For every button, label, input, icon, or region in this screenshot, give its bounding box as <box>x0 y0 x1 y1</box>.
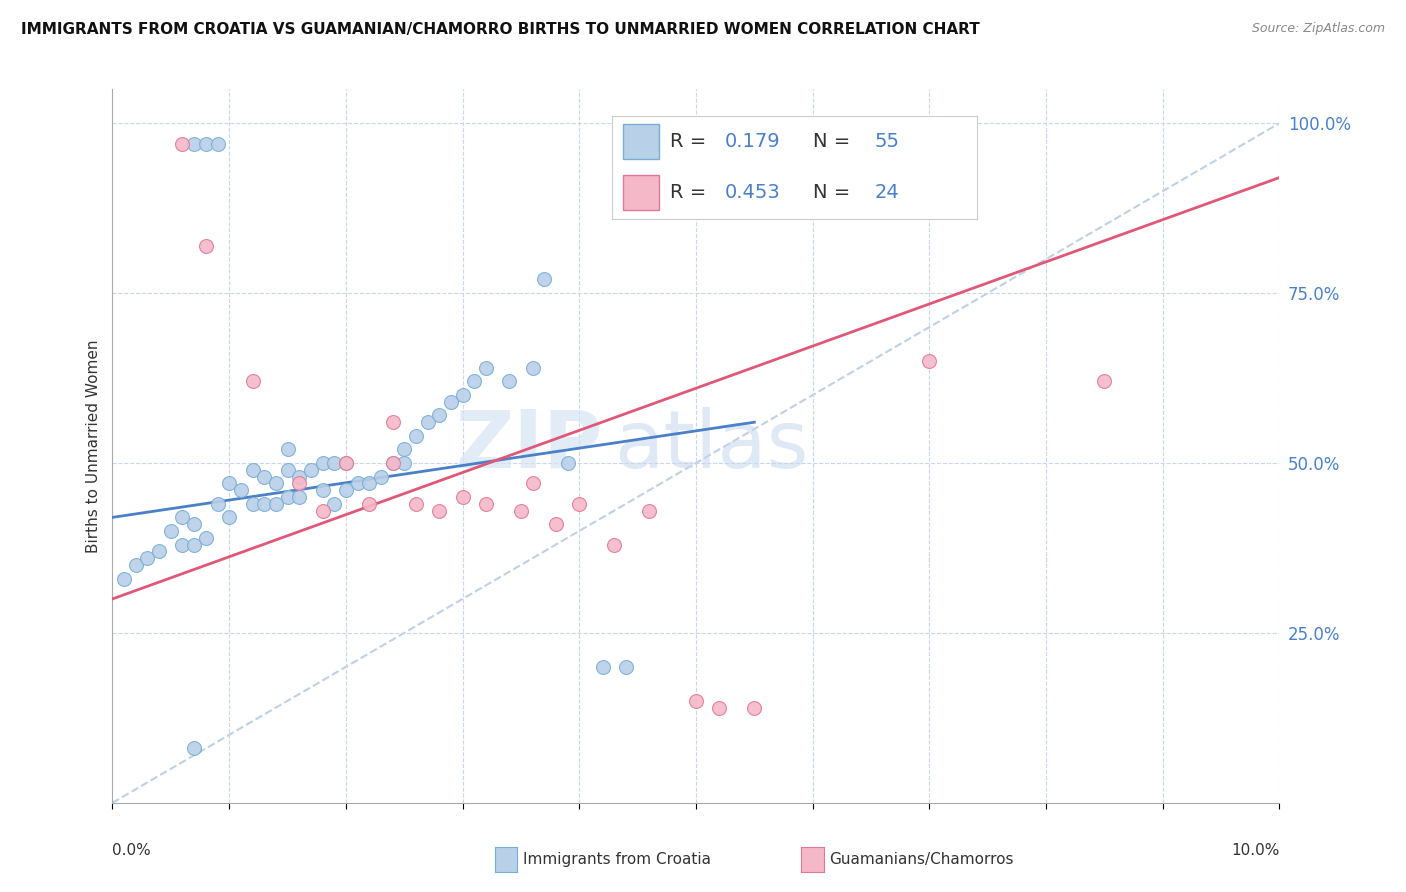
Point <box>172 510 194 524</box>
Point <box>427 503 450 517</box>
Point <box>335 456 357 470</box>
Text: 0.0%: 0.0% <box>112 843 152 858</box>
Point <box>498 375 520 389</box>
Point <box>112 572 135 586</box>
Point <box>207 497 229 511</box>
Y-axis label: Births to Unmarried Women: Births to Unmarried Women <box>86 339 101 553</box>
Text: Immigrants from Croatia: Immigrants from Croatia <box>523 853 711 867</box>
Point <box>253 497 276 511</box>
Point <box>183 517 205 532</box>
Point <box>288 476 311 491</box>
Point <box>218 510 240 524</box>
Text: atlas: atlas <box>614 407 808 485</box>
FancyBboxPatch shape <box>623 176 659 211</box>
Text: R =: R = <box>671 184 713 202</box>
Point <box>311 503 333 517</box>
Point <box>229 483 252 498</box>
Point <box>440 394 463 409</box>
Point <box>264 497 287 511</box>
Point <box>311 483 333 498</box>
Point <box>194 136 217 151</box>
Point <box>276 442 298 457</box>
Point <box>638 503 661 517</box>
Point <box>709 700 731 714</box>
Point <box>242 463 264 477</box>
Point <box>311 456 333 470</box>
Point <box>276 463 298 477</box>
Point <box>509 503 531 517</box>
Point <box>568 497 591 511</box>
Point <box>614 660 637 674</box>
Point <box>183 136 205 151</box>
Point <box>242 375 264 389</box>
Point <box>276 490 298 504</box>
Point <box>522 360 544 375</box>
Point <box>242 497 264 511</box>
Point <box>323 456 346 470</box>
Text: IMMIGRANTS FROM CROATIA VS GUAMANIAN/CHAMORRO BIRTHS TO UNMARRIED WOMEN CORRELAT: IMMIGRANTS FROM CROATIA VS GUAMANIAN/CHA… <box>21 22 980 37</box>
Text: N =: N = <box>813 132 856 151</box>
Text: 0.453: 0.453 <box>725 184 780 202</box>
Point <box>416 415 439 429</box>
Point <box>148 544 170 558</box>
Point <box>299 463 322 477</box>
Text: Guamanians/Chamorros: Guamanians/Chamorros <box>830 853 1014 867</box>
Point <box>370 469 392 483</box>
Point <box>172 136 194 151</box>
Point <box>381 415 404 429</box>
Point <box>359 476 381 491</box>
Point <box>207 136 229 151</box>
Point <box>1092 375 1115 389</box>
Point <box>557 456 579 470</box>
Point <box>463 375 485 389</box>
Point <box>603 537 626 551</box>
Point <box>288 469 311 483</box>
Point <box>359 497 381 511</box>
Point <box>405 429 427 443</box>
Point <box>194 531 217 545</box>
Point <box>183 741 205 756</box>
Point <box>381 456 404 470</box>
Point <box>335 456 357 470</box>
Point <box>381 456 404 470</box>
Text: 0.179: 0.179 <box>725 132 780 151</box>
Text: 24: 24 <box>875 184 900 202</box>
Text: ZIP: ZIP <box>456 407 603 485</box>
Point <box>335 483 357 498</box>
Point <box>136 551 159 566</box>
Point <box>592 660 614 674</box>
Point <box>451 490 474 504</box>
Point <box>451 388 474 402</box>
Point <box>392 456 416 470</box>
Point <box>160 524 183 538</box>
Point <box>685 694 707 708</box>
Point <box>544 517 567 532</box>
Point <box>172 537 194 551</box>
Point <box>533 272 555 286</box>
Point <box>253 469 276 483</box>
Point <box>522 476 544 491</box>
Text: N =: N = <box>813 184 856 202</box>
Point <box>742 700 765 714</box>
Text: 10.0%: 10.0% <box>1232 843 1279 858</box>
Point <box>218 476 240 491</box>
Point <box>264 476 287 491</box>
Point <box>125 558 148 572</box>
Point <box>183 537 205 551</box>
Point <box>194 238 217 252</box>
Point <box>346 476 368 491</box>
Point <box>323 497 346 511</box>
Point <box>918 354 941 368</box>
Point <box>475 360 498 375</box>
Text: Source: ZipAtlas.com: Source: ZipAtlas.com <box>1251 22 1385 36</box>
FancyBboxPatch shape <box>623 124 659 159</box>
Point <box>427 409 450 423</box>
Text: 55: 55 <box>875 132 900 151</box>
Point <box>288 490 311 504</box>
Point <box>475 497 498 511</box>
Point <box>405 497 427 511</box>
Text: R =: R = <box>671 132 713 151</box>
Point <box>392 442 416 457</box>
